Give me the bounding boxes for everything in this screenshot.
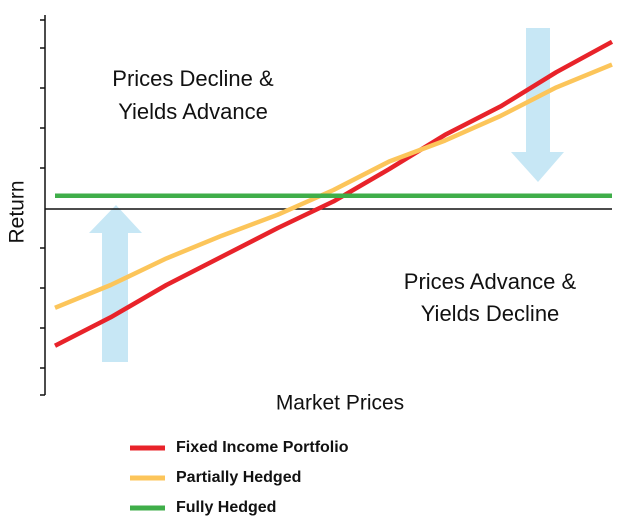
annotation: Yields Advance: [118, 99, 268, 124]
y-axis-label: Return: [6, 180, 29, 243]
x-axis-label: Market Prices: [276, 392, 404, 415]
legend-label: Fully Hedged: [176, 499, 276, 516]
annotation: Yields Decline: [421, 301, 560, 326]
annotation: Prices Decline &: [112, 66, 274, 91]
annotation: Prices Advance &: [404, 269, 577, 294]
down-arrow: [511, 28, 564, 182]
axis-ticks: [40, 19, 45, 396]
legend-label: Fixed Income Portfolio: [176, 439, 349, 456]
series-line: [53, 39, 614, 348]
legend-label: Partially Hedged: [176, 469, 301, 486]
series-line: [54, 62, 613, 310]
